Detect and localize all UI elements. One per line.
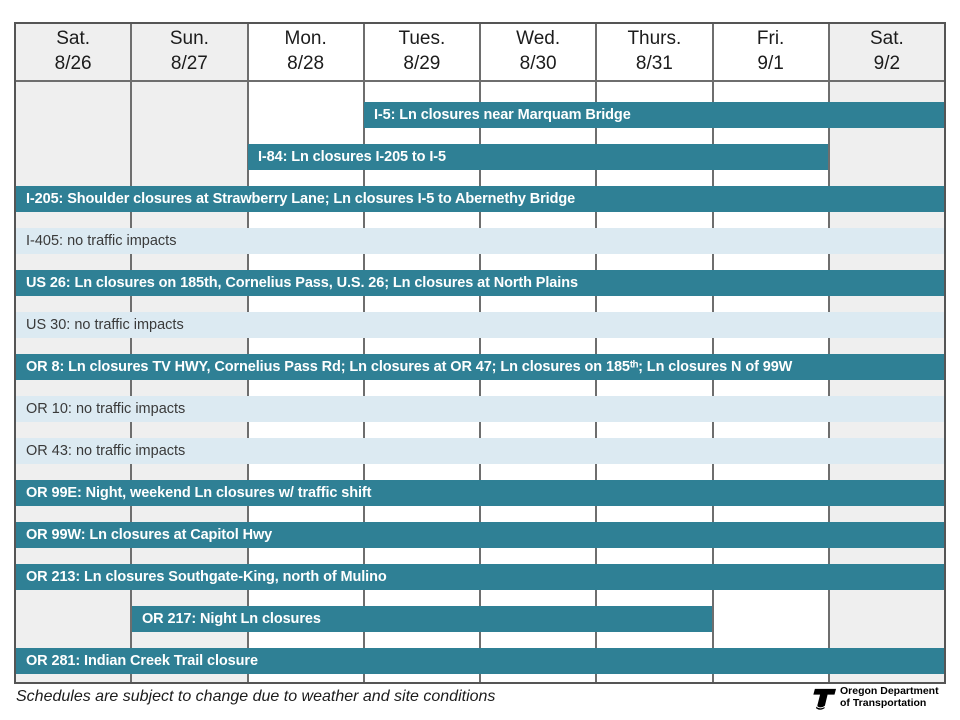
day-header-cell: Sat. 8/26 [16, 24, 133, 80]
schedule-bar-or-99w: OR 99W: Ln closures at Capitol Hwy [16, 522, 944, 548]
schedule-bar-or-8: OR 8: Ln closures TV HWY, Cornelius Pass… [16, 354, 944, 380]
day-name: Wed. [516, 28, 561, 50]
day-header-cell: Fri. 9/1 [713, 24, 830, 80]
day-header-cell: Mon. 8/28 [248, 24, 365, 80]
day-header-cell: Thurs. 8/31 [597, 24, 714, 80]
schedule-bar-or-99e: OR 99E: Night, weekend Ln closures w/ tr… [16, 480, 944, 506]
day-name: Sat. [869, 28, 904, 50]
schedule-bar-i-205: I-205: Shoulder closures at Strawberry L… [16, 186, 944, 212]
schedule-bar-or-213: OR 213: Ln closures Southgate-King, nort… [16, 564, 944, 590]
day-header-cell: Wed. 8/30 [481, 24, 598, 80]
schedule-bar-i-84: I-84: Ln closures I-205 to I-5 [248, 144, 828, 170]
day-header-cell: Tues. 8/29 [364, 24, 481, 80]
day-name: Thurs. [627, 28, 682, 50]
schedule-bar-i-405: I-405: no traffic impacts [16, 228, 944, 254]
day-date: 8/26 [54, 53, 92, 74]
day-header-cell: Sat. 9/2 [829, 24, 944, 80]
schedule-body: I-5: Ln closures near Marquam Bridge I-84… [16, 82, 944, 682]
day-date: 8/29 [403, 53, 441, 74]
day-date: 8/27 [170, 53, 208, 74]
footer-disclaimer: Schedules are subject to change due to w… [16, 688, 496, 705]
schedule-bar-or-43: OR 43: no traffic impacts [16, 438, 944, 464]
odot-logo-line1: Oregon Department [840, 685, 939, 697]
odot-logo-icon [813, 688, 837, 710]
day-name: Mon. [284, 28, 327, 50]
day-date: 8/31 [635, 53, 673, 74]
schedule-bars-layer: I-5: Ln closures near Marquam Bridge I-84… [16, 82, 944, 682]
schedule-table: Sat. 8/26 Sun. 8/27 Mon. 8/28 Tues. 8/29… [14, 22, 946, 684]
day-header-cell: Sun. 8/27 [132, 24, 249, 80]
day-name: Sun. [169, 28, 209, 50]
day-header-row: Sat. 8/26 Sun. 8/27 Mon. 8/28 Tues. 8/29… [16, 24, 944, 82]
day-date: 9/1 [757, 53, 784, 74]
schedule-bar-i-5: I-5: Ln closures near Marquam Bridge [364, 102, 944, 128]
schedule-bar-or-281: OR 281: Indian Creek Trail closure [16, 648, 944, 674]
day-name: Fri. [756, 28, 785, 50]
day-name: Sat. [56, 28, 91, 50]
day-date: 8/28 [287, 53, 325, 74]
odot-logo: Oregon Department of Transportation [812, 685, 939, 711]
schedule-bar-or-217: OR 217: Night Ln closures [132, 606, 712, 632]
odot-logo-text: Oregon Department of Transportation [840, 685, 939, 709]
schedule-bar-us-26: US 26: Ln closures on 185th, Cornelius P… [16, 270, 944, 296]
day-date: 9/2 [873, 53, 901, 74]
odot-logo-line2: of Transportation [840, 696, 927, 709]
day-name: Tues. [398, 28, 446, 50]
day-date: 8/30 [519, 53, 557, 74]
schedule-bar-us-30: US 30: no traffic impacts [16, 312, 944, 338]
schedule-bar-or-10: OR 10: no traffic impacts [16, 396, 944, 422]
